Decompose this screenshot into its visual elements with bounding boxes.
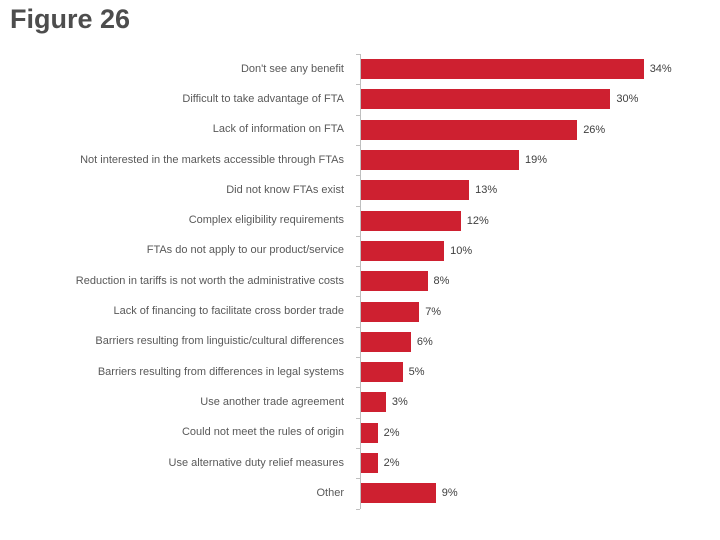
bar — [361, 180, 470, 201]
bar — [361, 392, 386, 413]
value-label: 9% — [441, 487, 458, 500]
axis-tick — [356, 447, 360, 449]
y-axis-line — [360, 54, 361, 509]
bar-area: 2% — [361, 422, 720, 443]
category-label: Use another trade agreement — [200, 395, 344, 408]
value-label: 5% — [408, 366, 425, 379]
bar-area: 3% — [361, 392, 720, 413]
bar — [361, 210, 461, 231]
axis-tick — [356, 387, 360, 389]
category-label: Reduction in tariffs is not worth the ad… — [75, 274, 344, 287]
bar — [361, 59, 644, 80]
value-label: 3% — [391, 396, 408, 409]
category-label: Could not meet the rules of origin — [181, 426, 344, 439]
bar-area: 12% — [361, 210, 720, 231]
axis-tick — [356, 144, 360, 146]
category-label: Difficult to take advantage of FTA — [182, 92, 344, 105]
value-label: 2% — [383, 426, 400, 439]
chart-row: Complex eligibility requirements 12% — [0, 205, 720, 235]
bar — [361, 240, 445, 261]
bar — [361, 119, 578, 140]
category-label: Complex eligibility requirements — [188, 214, 344, 227]
value-label: 7% — [425, 305, 442, 318]
bar-area: 5% — [361, 362, 720, 383]
category-label: Don't see any benefit — [240, 62, 344, 75]
axis-tick — [356, 205, 360, 207]
bar — [361, 331, 411, 352]
category-label: Not interested in the markets accessible… — [80, 153, 344, 166]
bar — [361, 483, 436, 504]
bar — [361, 150, 519, 171]
bar — [361, 453, 378, 473]
chart-row: FTAs do not apply to our product/service… — [0, 236, 720, 266]
value-label: 10% — [450, 244, 473, 257]
chart-row: Not interested in the markets accessible… — [0, 145, 720, 175]
axis-tick — [356, 508, 360, 510]
chart-row: Barriers resulting from differences in l… — [0, 357, 720, 387]
axis-tick — [356, 357, 360, 358]
bar — [361, 362, 403, 383]
value-label: 34% — [649, 63, 672, 76]
axis-tick — [356, 266, 360, 268]
value-label: 2% — [383, 457, 400, 469]
category-label: FTAs do not apply to our product/service — [146, 244, 344, 257]
bar-area: 34% — [361, 59, 720, 80]
value-label: 30% — [616, 93, 639, 106]
chart-row: Could not meet the rules of origin 2% — [0, 418, 720, 448]
bar-area: 30% — [361, 89, 720, 110]
category-label: Lack of financing to facilitate cross bo… — [113, 305, 344, 318]
category-label: Barriers resulting from linguistic/cultu… — [95, 335, 344, 348]
category-label: Lack of information on FTA — [212, 123, 344, 136]
chart-row: Use alternative duty relief measures 2% — [0, 448, 720, 478]
chart-row: Don't see any benefit 34% — [0, 54, 720, 84]
value-label: 19% — [525, 154, 548, 167]
category-label: Barriers resulting from differences in l… — [97, 365, 344, 378]
bar-area: 8% — [361, 271, 720, 292]
axis-tick — [356, 296, 360, 298]
value-label: 8% — [433, 275, 450, 288]
chart-row: Use another trade agreement 3% — [0, 387, 720, 417]
bar-area: 26% — [361, 119, 720, 140]
axis-tick — [356, 235, 360, 237]
chart-row: Barriers resulting from linguistic/cultu… — [0, 327, 720, 357]
chart-row: Difficult to take advantage of FTA 30% — [0, 84, 720, 114]
bar-chart: Don't see any benefit 34% Difficult to tak… — [0, 54, 720, 510]
chart-row: Lack of financing to facilitate cross bo… — [0, 296, 720, 326]
category-label: Did not know FTAs exist — [226, 183, 344, 196]
bar — [361, 422, 378, 443]
figure-title: Figure 26 — [10, 4, 131, 34]
axis-tick — [356, 114, 360, 116]
bar-area: 9% — [361, 483, 720, 504]
bar — [361, 89, 611, 110]
axis-tick — [356, 54, 360, 55]
bar-area: 2% — [361, 453, 720, 473]
category-label: Other — [316, 486, 344, 499]
chart-row: Lack of information on FTA 26% — [0, 115, 720, 145]
axis-tick — [356, 326, 360, 328]
value-label: 13% — [475, 184, 498, 197]
value-label: 6% — [416, 335, 433, 348]
bar — [361, 271, 428, 292]
chart-row: Did not know FTAs exist 13% — [0, 175, 720, 205]
value-label: 26% — [583, 123, 606, 136]
chart-rows: Don't see any benefit 34% Difficult to tak… — [0, 54, 720, 508]
bar-area: 13% — [361, 180, 720, 201]
axis-tick — [356, 84, 360, 86]
category-label: Use alternative duty relief measures — [168, 456, 344, 469]
bar-area: 6% — [361, 331, 720, 352]
chart-row: Other 9% — [0, 478, 720, 508]
axis-tick — [356, 478, 360, 480]
bar-area: 7% — [361, 301, 720, 322]
bar-area: 19% — [361, 150, 720, 171]
value-label: 12% — [466, 214, 489, 227]
axis-tick — [356, 417, 360, 419]
bar — [361, 301, 420, 322]
bar-area: 10% — [361, 240, 720, 261]
chart-row: Reduction in tariffs is not worth the ad… — [0, 266, 720, 296]
axis-tick — [356, 175, 360, 177]
